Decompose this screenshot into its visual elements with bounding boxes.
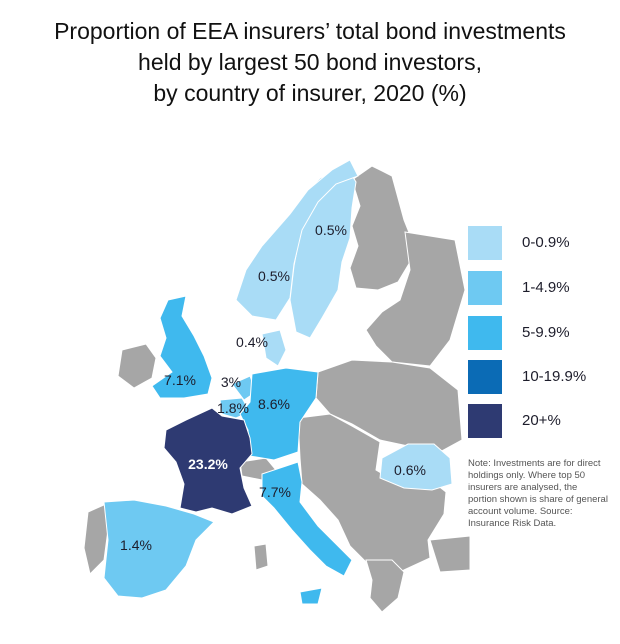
legend-label: 20+% (522, 412, 561, 429)
legend-swatch (468, 316, 502, 350)
no-data-countries (83, 165, 471, 613)
legend-item: 0-0.9% (468, 226, 608, 260)
region-value-sweden: 0.5% (315, 222, 347, 238)
legend-item: 10-19.9% (468, 360, 608, 394)
region-value-germany: 8.6% (258, 396, 290, 412)
country-norway (235, 159, 359, 321)
region-value-united-kingdom: 7.1% (164, 372, 196, 388)
country-turkey-edge (429, 535, 471, 573)
region-value-italy: 7.7% (259, 484, 291, 500)
legend-label: 10-19.9% (522, 368, 587, 385)
legend-label: 1-4.9% (522, 279, 570, 296)
country-ireland (117, 343, 157, 389)
country-russia-west (365, 231, 466, 367)
country-united-kingdom (151, 295, 213, 399)
country-portugal (83, 503, 109, 575)
legend-label: 0-0.9% (522, 234, 570, 251)
legend-swatch (468, 360, 502, 394)
region-value-netherlands: 3% (220, 374, 242, 390)
region-value-belgium: 1.8% (217, 400, 249, 416)
country-france (163, 407, 253, 515)
legend-label: 5-9.9% (522, 324, 570, 341)
region-value-norway: 0.5% (258, 268, 290, 284)
legend-swatch (468, 404, 502, 438)
region-value-denmark: 0.4% (236, 334, 268, 350)
region-value-spain: 1.4% (120, 537, 152, 553)
legend-item: 1-4.9% (468, 271, 608, 305)
region-value-romania: 0.6% (394, 462, 426, 478)
title-line-3: by country of insurer, 2020 (%) (153, 80, 467, 106)
legend-item: 5-9.9% (468, 316, 608, 350)
country-spain (103, 499, 215, 599)
country-greece (365, 559, 405, 613)
country-finland (349, 165, 413, 291)
title-line-2: held by largest 50 bond investors, (138, 49, 482, 75)
country-italy (261, 461, 353, 605)
legend-swatch (468, 271, 502, 305)
legend-swatch (468, 226, 502, 260)
map-title: Proportion of EEA insurers’ total bond i… (0, 16, 620, 109)
country-sardinia (253, 543, 269, 571)
title-line-1: Proportion of EEA insurers’ total bond i… (54, 18, 566, 44)
country-germany (239, 367, 319, 461)
country-denmark (261, 329, 287, 367)
source-note: Note: Investments are for direct holding… (468, 458, 608, 529)
country-central-balkans (297, 413, 447, 585)
region-value-france: 23.2% (188, 456, 228, 472)
legend-item: 20+% (468, 404, 608, 438)
country-romania (379, 443, 453, 491)
